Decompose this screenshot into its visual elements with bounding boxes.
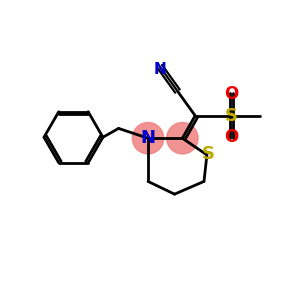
Text: O: O bbox=[224, 85, 239, 103]
Text: N: N bbox=[140, 129, 155, 147]
Circle shape bbox=[167, 122, 198, 154]
Text: S: S bbox=[225, 106, 238, 124]
Text: O: O bbox=[224, 128, 239, 146]
Text: S: S bbox=[201, 145, 214, 163]
Circle shape bbox=[132, 122, 164, 154]
Text: N: N bbox=[153, 62, 166, 77]
